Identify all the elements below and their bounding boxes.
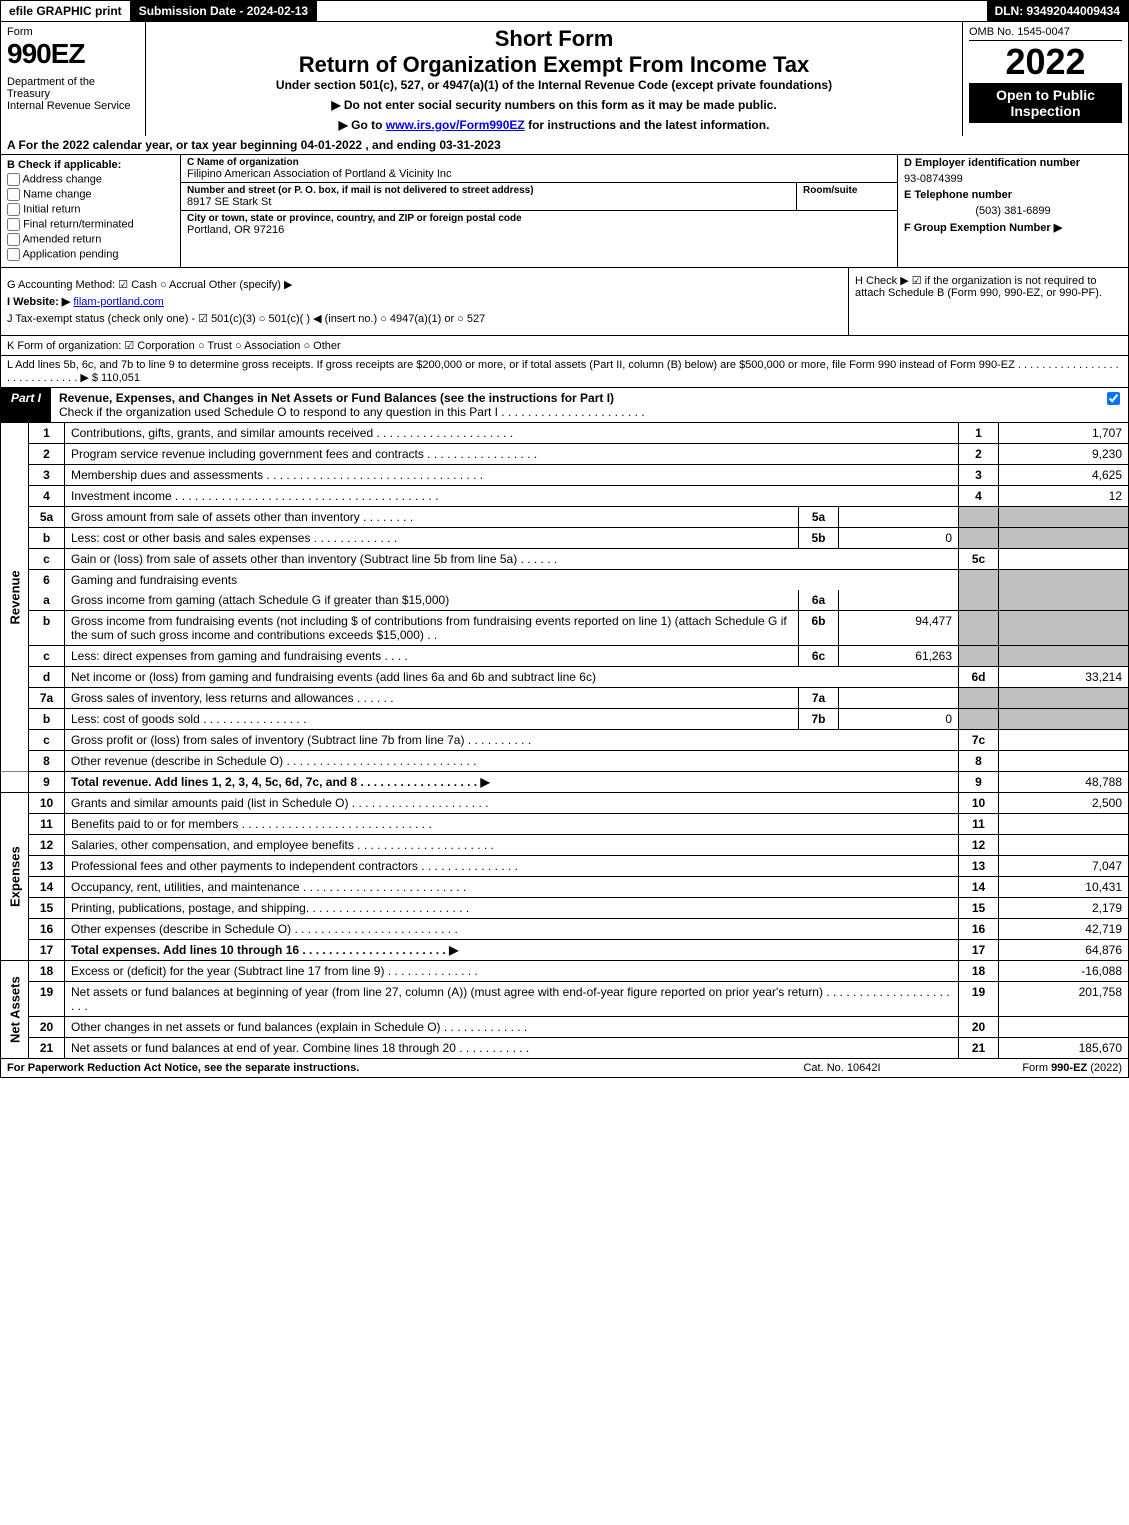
line-7b: bLess: cost of goods sold . . . . . . . …	[1, 709, 1129, 730]
header-center: Short Form Return of Organization Exempt…	[146, 22, 963, 136]
check-name[interactable]: Name change	[7, 188, 174, 201]
dln: DLN: 93492044009434	[987, 1, 1128, 21]
part-i-checkbox[interactable]	[1098, 388, 1128, 422]
expenses-side: Expenses	[1, 793, 29, 961]
ein-value: 93-0874399	[904, 173, 1122, 185]
lines-table: Revenue 1Contributions, gifts, grants, a…	[0, 423, 1129, 1059]
line-1: Revenue 1Contributions, gifts, grants, a…	[1, 423, 1129, 444]
header-right: OMB No. 1545-0047 2022 Open to Public In…	[963, 22, 1128, 136]
box-b: B Check if applicable: Address change Na…	[1, 155, 181, 267]
row-a-tax-year: A For the 2022 calendar year, or tax yea…	[0, 136, 1129, 155]
box-h: H Check ▶ ☑ if the organization is not r…	[848, 268, 1128, 335]
line-6: 6Gaming and fundraising events	[1, 570, 1129, 591]
line-10: Expenses 10Grants and similar amounts pa…	[1, 793, 1129, 814]
section-b-c-d: B Check if applicable: Address change Na…	[0, 155, 1129, 268]
line-7c: cGross profit or (loss) from sales of in…	[1, 730, 1129, 751]
line-9: 9Total revenue. Add lines 1, 2, 3, 4, 5c…	[1, 772, 1129, 793]
part-i-header: Part I Revenue, Expenses, and Changes in…	[0, 388, 1129, 423]
line-2: 2Program service revenue including gover…	[1, 444, 1129, 465]
line-4: 4Investment income . . . . . . . . . . .…	[1, 486, 1129, 507]
paperwork-notice: For Paperwork Reduction Act Notice, see …	[7, 1062, 742, 1074]
line-16: 16Other expenses (describe in Schedule O…	[1, 919, 1129, 940]
line-13: 13Professional fees and other payments t…	[1, 856, 1129, 877]
line-17: 17Total expenses. Add lines 10 through 1…	[1, 940, 1129, 961]
row-k-org-form: K Form of organization: ☑ Corporation ○ …	[0, 336, 1129, 356]
website-row: I Website: ▶ filam-portland.com	[7, 295, 842, 308]
line-19: 19Net assets or fund balances at beginni…	[1, 982, 1129, 1017]
part-i-check-line: Check if the organization used Schedule …	[59, 405, 645, 419]
line-7a: 7aGross sales of inventory, less returns…	[1, 688, 1129, 709]
line-20: 20Other changes in net assets or fund ba…	[1, 1017, 1129, 1038]
check-initial[interactable]: Initial return	[7, 203, 174, 216]
line-11: 11Benefits paid to or for members . . . …	[1, 814, 1129, 835]
org-name: Filipino American Association of Portlan…	[187, 168, 891, 180]
topbar: efile GRAPHIC print Submission Date - 20…	[0, 0, 1129, 22]
line-6b: bGross income from fundraising events (n…	[1, 611, 1129, 646]
gross-receipts-amount: 110,051	[101, 372, 140, 384]
schedule-b-check: H Check ▶ ☑ if the organization is not r…	[855, 274, 1122, 299]
accounting-method: G Accounting Method: ☑ Cash ○ Accrual Ot…	[7, 278, 842, 291]
ssn-note: ▶ Do not enter social security numbers o…	[154, 98, 954, 112]
short-form: Short Form	[154, 26, 954, 52]
line-6a: aGross income from gaming (attach Schedu…	[1, 590, 1129, 611]
row-l-gross-receipts: L Add lines 5b, 6c, and 7b to line 9 to …	[0, 356, 1129, 388]
irs-link[interactable]: www.irs.gov/Form990EZ	[386, 118, 525, 132]
org-name-cell: C Name of organization Filipino American…	[181, 155, 897, 183]
box-g-i-j: G Accounting Method: ☑ Cash ○ Accrual Ot…	[1, 268, 848, 335]
check-pending[interactable]: Application pending	[7, 248, 174, 261]
efile-label[interactable]: efile GRAPHIC print	[1, 1, 131, 21]
box-c: C Name of organization Filipino American…	[181, 155, 898, 267]
room-suite-cell: Room/suite	[797, 183, 897, 210]
line-21: 21Net assets or fund balances at end of …	[1, 1038, 1129, 1059]
header-left: Form 990EZ Department of the Treasury In…	[1, 22, 146, 136]
irs-label: Internal Revenue Service	[7, 100, 139, 112]
city-state-zip: Portland, OR 97216	[187, 224, 891, 236]
part-i-title: Revenue, Expenses, and Changes in Net As…	[59, 391, 614, 405]
street-cell: Number and street (or P. O. box, if mail…	[181, 183, 797, 210]
tax-exempt-status: J Tax-exempt status (check only one) - ☑…	[7, 312, 842, 325]
line-8: 8Other revenue (describe in Schedule O) …	[1, 751, 1129, 772]
street-address: 8917 SE Stark St	[187, 196, 790, 208]
dept-treasury: Department of the Treasury	[7, 76, 139, 100]
form-word: Form	[7, 26, 139, 38]
net-assets-side: Net Assets	[1, 961, 29, 1059]
form-subtitle: Under section 501(c), 527, or 4947(a)(1)…	[154, 78, 954, 92]
form-title: Return of Organization Exempt From Incom…	[154, 52, 954, 78]
goto-note: ▶ Go to www.irs.gov/Form990EZ for instru…	[154, 118, 954, 132]
form-number: 990EZ	[7, 38, 139, 70]
submission-date: Submission Date - 2024-02-13	[131, 1, 317, 21]
page-footer: For Paperwork Reduction Act Notice, see …	[0, 1059, 1129, 1078]
line-18: Net Assets 18Excess or (deficit) for the…	[1, 961, 1129, 982]
check-amended[interactable]: Amended return	[7, 233, 174, 246]
part-i-tab: Part I	[1, 388, 51, 422]
revenue-side: Revenue	[1, 423, 29, 772]
catalog-number: Cat. No. 10642I	[742, 1062, 942, 1074]
website-link[interactable]: filam-portland.com	[73, 296, 163, 308]
line-6d: dNet income or (loss) from gaming and fu…	[1, 667, 1129, 688]
form-header: Form 990EZ Department of the Treasury In…	[0, 22, 1129, 136]
line-6c: cLess: direct expenses from gaming and f…	[1, 646, 1129, 667]
check-final[interactable]: Final return/terminated	[7, 218, 174, 231]
open-to-public: Open to Public Inspection	[969, 83, 1122, 123]
form-ref: Form 990-EZ (2022)	[942, 1062, 1122, 1074]
line-3: 3Membership dues and assessments . . . .…	[1, 465, 1129, 486]
section-g-h: G Accounting Method: ☑ Cash ○ Accrual Ot…	[0, 268, 1129, 336]
line-12: 12Salaries, other compensation, and empl…	[1, 835, 1129, 856]
line-14: 14Occupancy, rent, utilities, and mainte…	[1, 877, 1129, 898]
line-5c: cGain or (loss) from sale of assets othe…	[1, 549, 1129, 570]
phone-value: (503) 381-6899	[904, 205, 1122, 217]
line-15: 15Printing, publications, postage, and s…	[1, 898, 1129, 919]
box-b-label: B Check if applicable:	[7, 159, 174, 171]
check-address[interactable]: Address change	[7, 173, 174, 186]
group-exemption: F Group Exemption Number ▶	[904, 222, 1062, 234]
line-5a: 5aGross amount from sale of assets other…	[1, 507, 1129, 528]
line-5b: bLess: cost or other basis and sales exp…	[1, 528, 1129, 549]
omb-number: OMB No. 1545-0047	[969, 26, 1122, 41]
city-cell: City or town, state or province, country…	[181, 211, 897, 238]
tax-year: 2022	[969, 41, 1122, 83]
box-d-e-f: D Employer identification number 93-0874…	[898, 155, 1128, 267]
